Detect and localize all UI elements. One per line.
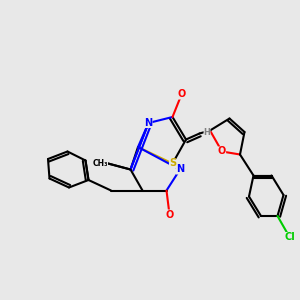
Text: N: N bbox=[144, 118, 153, 128]
Text: N: N bbox=[176, 164, 184, 175]
Text: H: H bbox=[204, 128, 210, 136]
Text: O: O bbox=[218, 146, 226, 157]
Text: O: O bbox=[177, 89, 186, 100]
Text: O: O bbox=[165, 209, 174, 220]
Text: Cl: Cl bbox=[284, 232, 295, 242]
Text: CH₃: CH₃ bbox=[92, 159, 108, 168]
Text: S: S bbox=[169, 158, 176, 169]
